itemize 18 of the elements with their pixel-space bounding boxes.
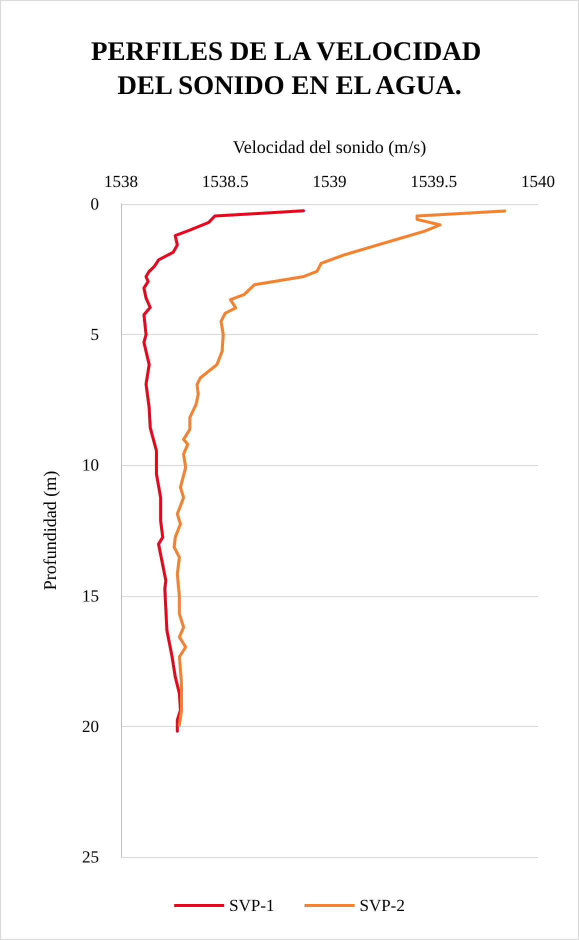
x-tick-label: 1538.5	[202, 172, 249, 191]
x-axis-title: Velocidad del sonido (m/s)	[232, 137, 426, 157]
x-tick-label: 1538	[104, 172, 138, 191]
y-tick-label: 0	[90, 194, 99, 214]
legend-label: SVP-1	[229, 896, 275, 915]
x-tick-label: 1540	[521, 172, 555, 191]
chart-title: PERFILES DE LA VELOCIDAD DEL SONIDO EN EL AGUA.	[90, 36, 488, 100]
y-tick-label: 10	[82, 456, 99, 475]
x-tick-label: 1539.5	[410, 172, 458, 191]
y-tick-label: 5	[90, 325, 99, 344]
y-tick-label: 25	[82, 848, 99, 866]
x-tick-label: 1539	[312, 172, 346, 191]
y-tick-label: 20	[82, 716, 99, 736]
line-series	[142, 209, 305, 733]
y-axis-title: Profundidad (m)	[40, 470, 60, 590]
y-tick-label: 15	[82, 586, 99, 606]
line-series	[172, 210, 506, 727]
legend-label: SVP-2	[360, 896, 405, 915]
